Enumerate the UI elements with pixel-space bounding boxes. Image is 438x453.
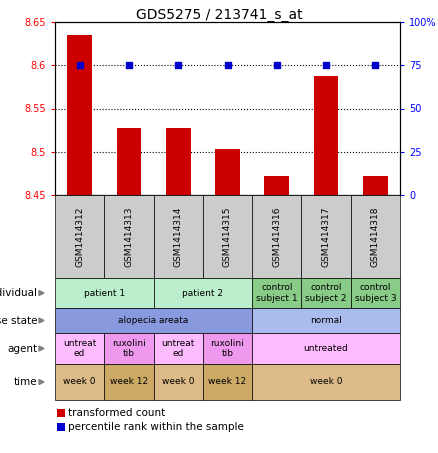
Bar	[252, 308, 400, 333]
Bar	[252, 333, 400, 364]
Bar	[166, 128, 191, 195]
Text: GSM1414315: GSM1414315	[223, 206, 232, 267]
Bar	[154, 333, 203, 364]
Text: patient 2: patient 2	[182, 289, 223, 298]
Bar	[55, 308, 252, 333]
Text: week 12: week 12	[110, 377, 148, 386]
Text: week 0: week 0	[310, 377, 343, 386]
Text: GSM1414314: GSM1414314	[174, 206, 183, 267]
Bar	[351, 278, 400, 308]
Polygon shape	[39, 380, 44, 385]
Bar	[203, 364, 252, 400]
Text: control
subject 1: control subject 1	[256, 283, 297, 303]
Bar	[351, 195, 400, 278]
Point	[224, 62, 231, 69]
Text: alopecia areata: alopecia areata	[118, 316, 189, 325]
Text: percentile rank within the sample: percentile rank within the sample	[68, 422, 244, 432]
Bar	[57, 409, 65, 417]
Bar	[104, 333, 154, 364]
Text: time: time	[14, 377, 37, 387]
Bar	[104, 364, 154, 400]
Point	[76, 62, 83, 69]
Bar	[301, 195, 351, 278]
Text: transformed count: transformed count	[68, 408, 165, 418]
Text: week 0: week 0	[162, 377, 194, 386]
Bar	[252, 364, 400, 400]
Text: GSM1414312: GSM1414312	[75, 206, 84, 267]
Text: disease state: disease state	[0, 315, 37, 326]
Bar	[117, 128, 141, 195]
Point	[322, 62, 329, 69]
Text: agent: agent	[7, 343, 37, 353]
Bar	[55, 195, 104, 278]
Text: week 0: week 0	[64, 377, 96, 386]
Polygon shape	[39, 318, 44, 323]
Bar	[314, 76, 339, 195]
Bar	[154, 364, 203, 400]
Text: individual: individual	[0, 288, 37, 298]
Bar	[252, 278, 301, 308]
Bar	[203, 195, 252, 278]
Polygon shape	[39, 346, 44, 351]
Text: untreat
ed: untreat ed	[162, 339, 195, 358]
Bar	[55, 333, 104, 364]
Text: GSM1414313: GSM1414313	[124, 206, 134, 267]
Bar	[215, 149, 240, 195]
Bar	[363, 176, 388, 195]
Text: patient 1: patient 1	[84, 289, 125, 298]
Text: GSM1414316: GSM1414316	[272, 206, 281, 267]
Text: GSM1414318: GSM1414318	[371, 206, 380, 267]
Bar	[55, 278, 154, 308]
Bar	[265, 176, 289, 195]
Point	[175, 62, 182, 69]
Text: untreated: untreated	[304, 344, 349, 353]
Bar	[203, 333, 252, 364]
Text: normal: normal	[310, 316, 342, 325]
Bar	[301, 278, 351, 308]
Bar	[104, 195, 154, 278]
Text: control
subject 3: control subject 3	[354, 283, 396, 303]
Point	[372, 62, 379, 69]
Text: GSM1414317: GSM1414317	[321, 206, 331, 267]
Bar	[252, 195, 301, 278]
Point	[273, 62, 280, 69]
Text: ruxolini
tib: ruxolini tib	[112, 339, 146, 358]
Polygon shape	[39, 290, 44, 295]
Bar	[67, 35, 92, 195]
Point	[125, 62, 132, 69]
Text: ruxolini
tib: ruxolini tib	[211, 339, 244, 358]
Text: control
subject 2: control subject 2	[305, 283, 347, 303]
Text: untreat
ed: untreat ed	[63, 339, 96, 358]
Text: GDS5275 / 213741_s_at: GDS5275 / 213741_s_at	[136, 8, 302, 22]
Bar	[154, 278, 252, 308]
Bar	[57, 423, 65, 431]
Bar	[55, 364, 104, 400]
Text: week 12: week 12	[208, 377, 247, 386]
Bar	[154, 195, 203, 278]
